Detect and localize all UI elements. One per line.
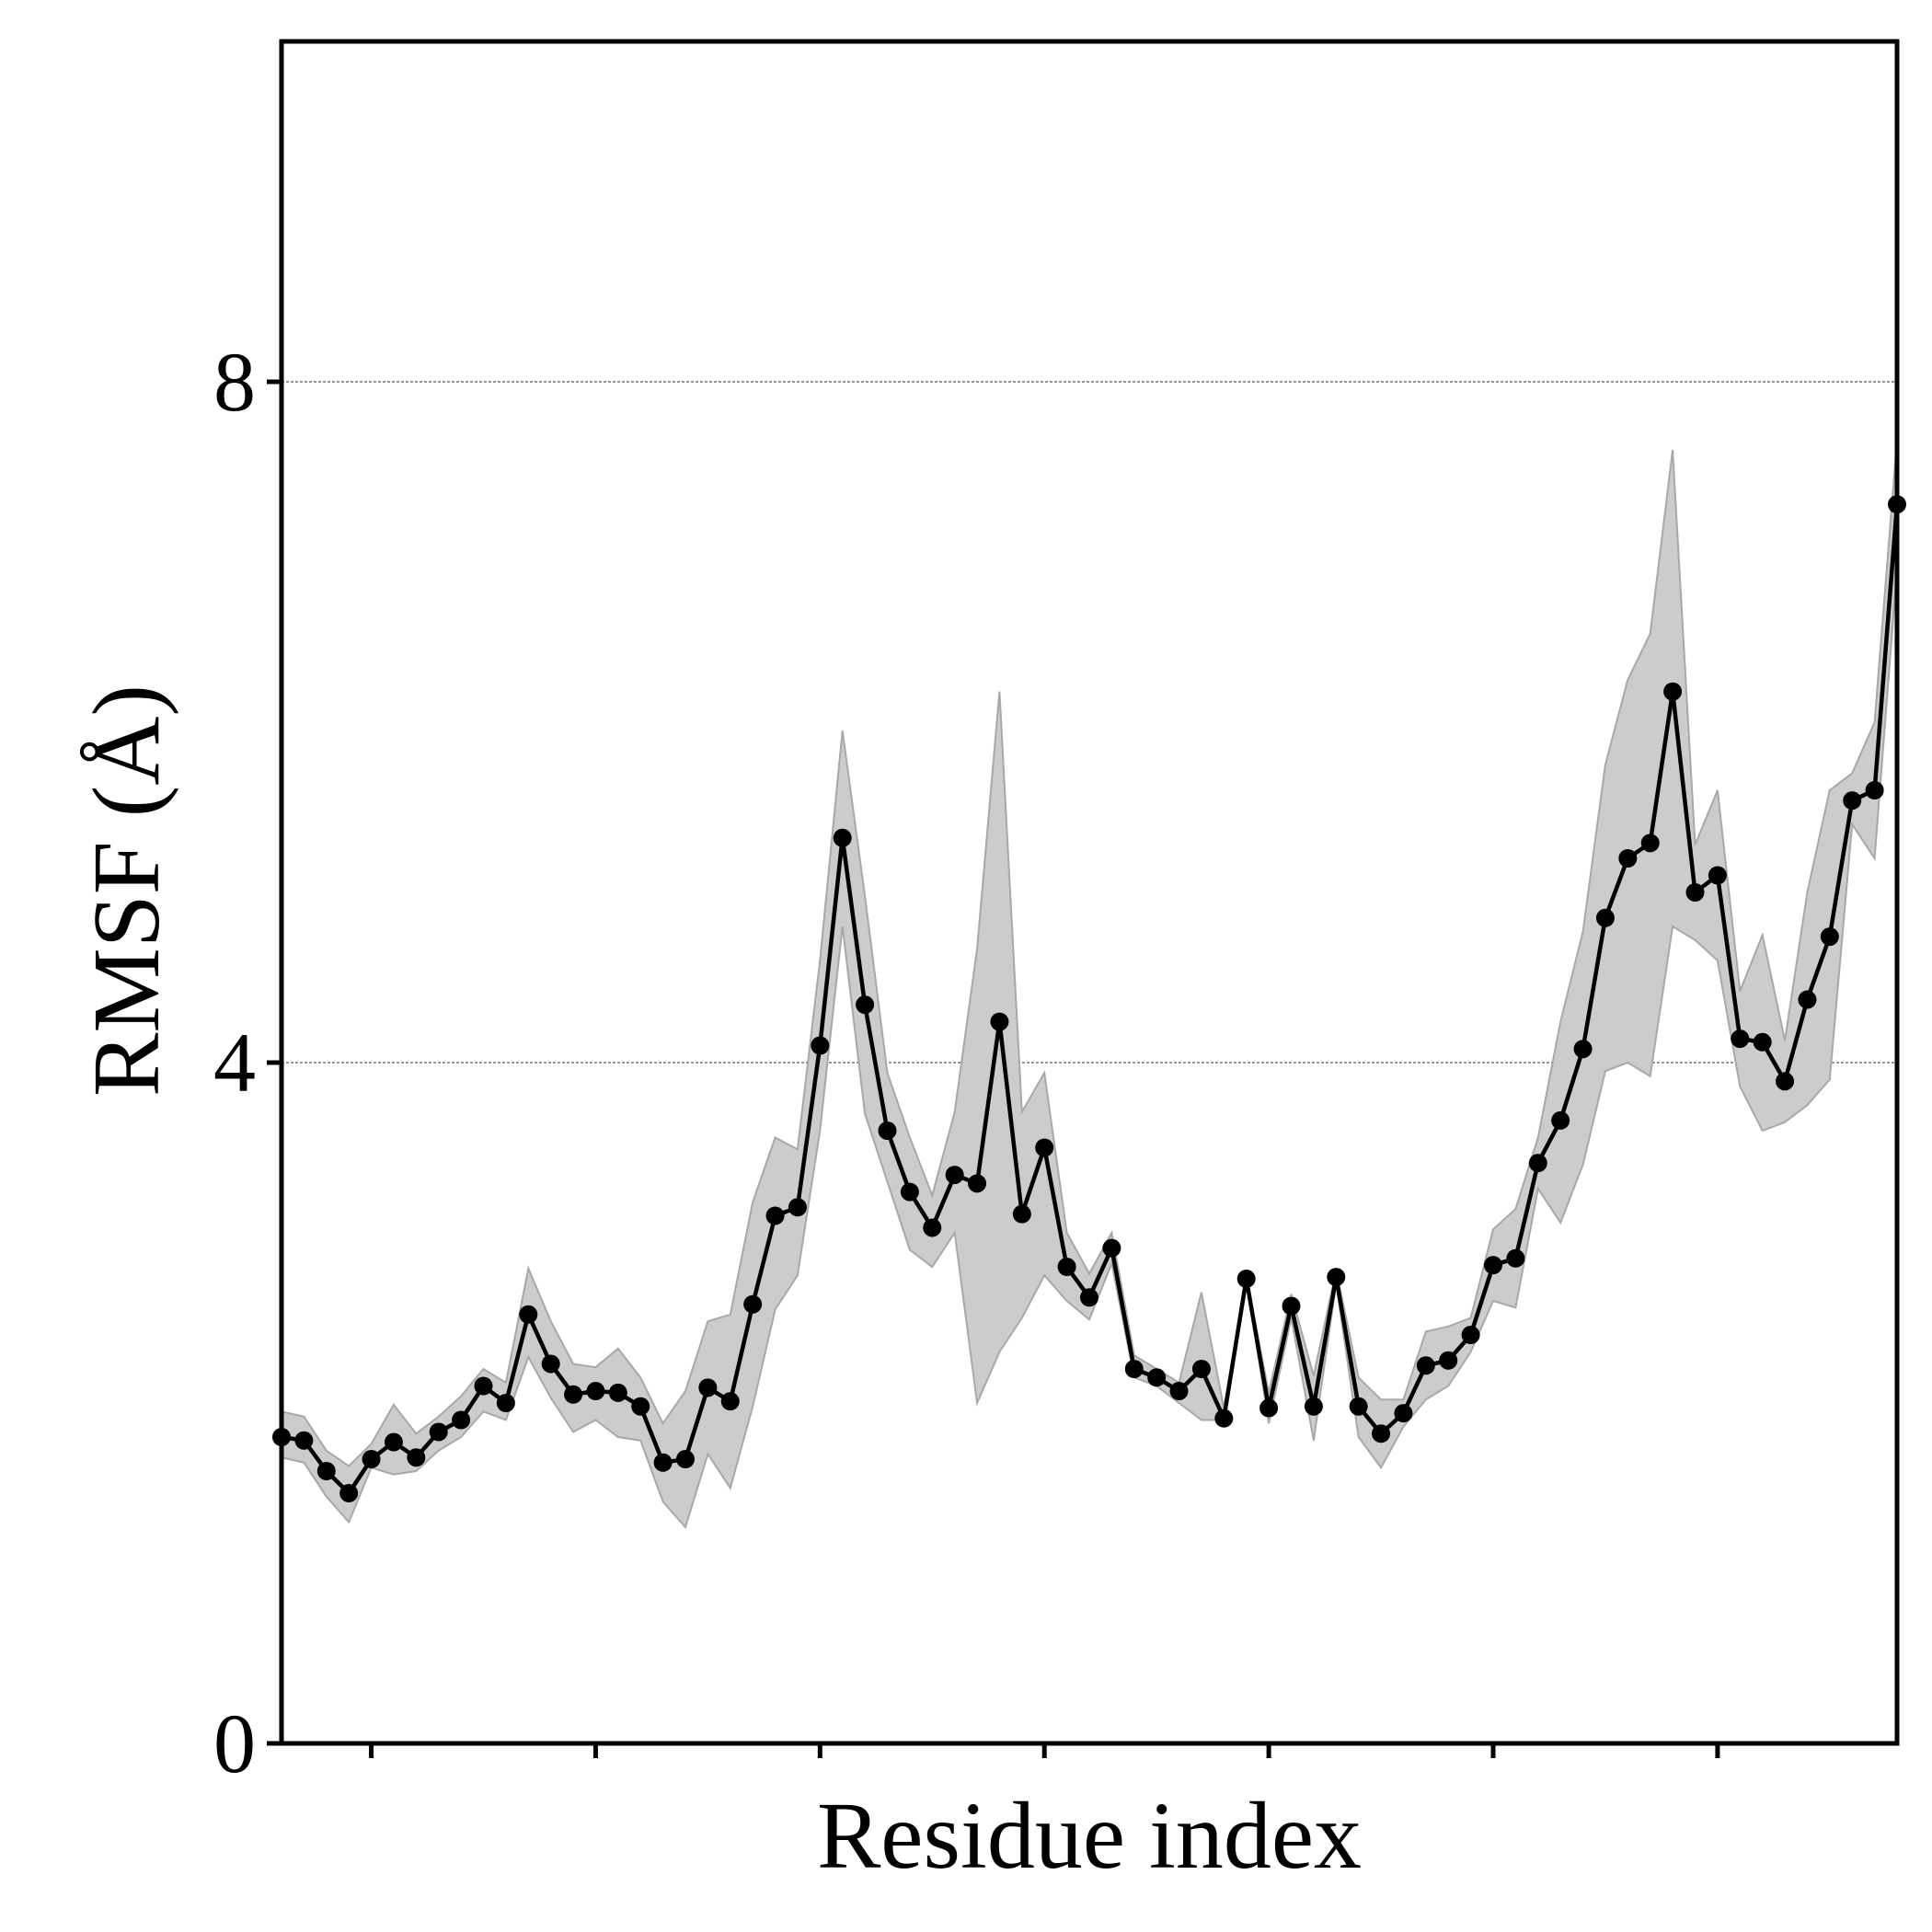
data-point	[1708, 866, 1727, 885]
y-axis-label: RMSF (Å)	[74, 684, 179, 1097]
data-point	[1124, 1360, 1144, 1378]
data-point	[1259, 1398, 1279, 1418]
data-point	[1551, 1110, 1570, 1130]
data-point	[765, 1206, 785, 1225]
data-points	[272, 495, 1906, 1503]
data-point	[1080, 1288, 1098, 1307]
data-point	[452, 1410, 471, 1430]
y-tick-label: 4	[213, 1016, 256, 1110]
data-point	[1865, 781, 1884, 799]
data-point	[923, 1218, 942, 1237]
data-point	[900, 1182, 919, 1202]
grid-layer	[282, 381, 1897, 1064]
data-point	[1439, 1351, 1458, 1370]
data-point	[1147, 1368, 1167, 1387]
axis-ticks: 0 4 8	[213, 335, 1720, 1790]
data-point	[1372, 1424, 1391, 1443]
y-tick-label: 8	[213, 335, 256, 429]
data-point	[1776, 1072, 1795, 1091]
data-point	[631, 1397, 650, 1416]
data-point	[294, 1431, 314, 1450]
data-point	[1663, 682, 1683, 701]
rmsf-deviation-band	[281, 439, 1898, 1530]
data-point	[1012, 1204, 1031, 1224]
data-point	[1506, 1248, 1525, 1268]
data-point	[1573, 1040, 1593, 1059]
data-point	[1327, 1268, 1346, 1287]
data-point	[519, 1305, 538, 1324]
data-point	[1618, 849, 1638, 868]
data-point	[1484, 1256, 1502, 1275]
data-point	[676, 1450, 695, 1469]
data-point	[990, 1012, 1009, 1031]
data-point	[788, 1198, 807, 1217]
data-point	[1843, 791, 1862, 811]
data-point	[945, 1166, 964, 1185]
data-point	[1528, 1154, 1547, 1173]
data-point	[1057, 1258, 1076, 1276]
data-point	[1461, 1326, 1480, 1344]
data-point	[429, 1422, 448, 1442]
data-point	[1753, 1032, 1772, 1052]
data-point	[1102, 1238, 1121, 1258]
x-axis-label: Residue index	[817, 1783, 1362, 1889]
data-point	[743, 1294, 763, 1314]
data-point	[698, 1378, 718, 1397]
data-point	[1595, 908, 1615, 927]
data-point	[1394, 1404, 1413, 1423]
data-point	[968, 1174, 987, 1193]
data-point	[362, 1450, 381, 1469]
data-point	[653, 1453, 673, 1472]
data-point	[1640, 834, 1660, 853]
data-point	[1416, 1356, 1435, 1375]
data-point	[1349, 1397, 1368, 1416]
data-point	[1035, 1138, 1054, 1157]
data-point	[1236, 1269, 1256, 1288]
data-point	[1214, 1409, 1234, 1428]
data-point	[811, 1036, 830, 1055]
data-point	[1798, 990, 1817, 1009]
data-point	[1191, 1360, 1211, 1378]
data-point	[1282, 1296, 1301, 1316]
data-point	[1685, 883, 1705, 902]
data-point	[564, 1385, 583, 1404]
data-point	[407, 1448, 426, 1467]
data-point	[384, 1432, 403, 1452]
data-point	[474, 1376, 493, 1396]
data-point	[1731, 1029, 1750, 1049]
data-point	[833, 828, 852, 847]
data-point	[586, 1382, 605, 1401]
data-point	[316, 1462, 336, 1480]
data-point	[856, 995, 875, 1015]
data-point	[720, 1392, 740, 1411]
data-point	[496, 1394, 515, 1412]
data-point	[339, 1484, 359, 1503]
data-point	[1304, 1397, 1323, 1416]
y-tick-label: 0	[213, 1696, 256, 1790]
data-point	[878, 1121, 897, 1140]
data-point	[1169, 1382, 1189, 1401]
data-point	[608, 1383, 627, 1402]
data-point	[1820, 927, 1839, 947]
plot-frame	[279, 39, 1900, 1746]
data-point	[541, 1354, 560, 1374]
